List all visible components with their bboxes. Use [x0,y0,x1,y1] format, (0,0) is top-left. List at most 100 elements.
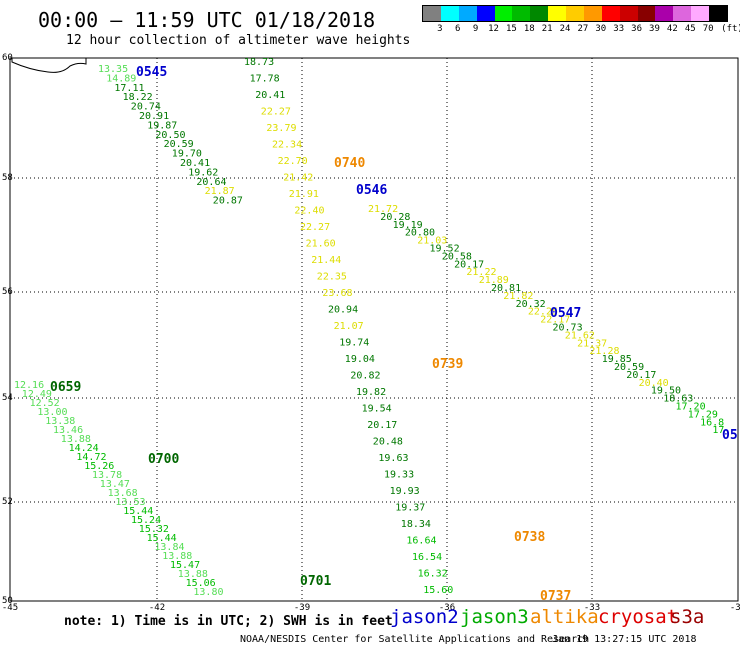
wave-height-value: 13.80 [193,587,223,598]
legend-cryosat: cryosat [598,606,679,628]
wave-height-value: 15.47 [170,560,200,571]
wave-height-value: 15.44 [147,533,177,544]
footer-note: note: 1) Time is in UTC; 2) SWH is in fe… [64,614,393,629]
wave-height-value: 21.22 [466,267,496,278]
wave-height-value: 15.60 [423,585,453,596]
pass-time-label: 0700 [148,452,179,467]
wave-height-value: 15.26 [84,461,114,472]
coastline-greenland [11,57,87,73]
wave-height-value: 13.38 [45,416,75,427]
pass-time-label: 0737 [540,589,571,604]
wave-height-value: 20.73 [553,323,583,334]
scale-swatch [458,6,477,21]
wave-height-value: 17.20 [676,402,706,413]
pass-time-label: 0546 [356,183,387,198]
wave-height-value: 21.82 [503,291,533,302]
scale-swatch [619,6,638,21]
lat-label: 56 [2,287,13,297]
wave-height-value: 15.32 [139,524,169,535]
wave-height-value: 17 [712,425,724,436]
scale-swatch [691,6,709,21]
wave-height-value: 18.22 [123,92,153,103]
wave-height-value: 15.44 [123,506,153,517]
wave-height-value: 13.00 [37,407,67,418]
color-scale-bar [422,5,728,22]
lat-label: 60 [2,53,13,63]
pass-time-label: 0701 [300,574,331,589]
scale-swatch [655,6,674,21]
legend-s3a: s3a [670,606,705,628]
credit-line: NOAA/NESDIS Center for Satellite Applica… [240,634,590,645]
wave-height-value: 19.70 [172,149,202,160]
wave-height-value: 22.35 [317,272,347,283]
wave-height-value: 13.35 [98,64,128,75]
wave-height-value: 13.53 [115,497,145,508]
scale-tick-label: 18 [523,24,535,34]
lat-label: 54 [2,393,13,403]
wave-height-value: 20.28 [380,212,410,223]
time-labels: 0545 0740 0546 0547 0739 0659 05 0700 0738 0701 07… [50,65,738,604]
wave-height-value: 22.27 [261,107,291,118]
wave-height-value: 12.49 [22,389,52,400]
scale-swatch [476,6,495,21]
wave-height-value: 20.50 [155,130,185,141]
scale-swatch [566,6,584,21]
scale-swatch [709,6,727,21]
pass-time-label: 0659 [50,380,81,395]
wave-height-value: 22.70 [278,156,308,167]
wave-height-value: 18.63 [663,394,693,405]
scale-swatch [548,6,566,21]
wave-height-value: 16.32 [418,569,448,580]
wave-height-value: 20.59 [164,139,194,150]
wave-height-value: 20.59 [614,362,644,373]
lon-label: -45 [2,603,18,613]
wave-height-value: 22.27 [300,222,330,233]
scale-swatch [423,6,441,21]
scale-swatch [530,6,549,21]
scale-tick-label: 9 [472,24,479,34]
wave-height-value: 20.41 [180,158,210,169]
lat-label: 50 [2,596,13,606]
wave-height-value: 12.16 [14,380,44,391]
wave-height-value: 22.17 [540,315,570,326]
wave-height-value: 20.91 [139,111,169,122]
scale-tick-label: 42 [666,24,678,34]
wave-height-value: 20.87 [213,196,243,207]
scale-swatch [494,6,513,21]
wave-height-value: 13.88 [178,569,208,580]
wave-height-value: 14.24 [69,443,99,454]
wave-height-value: 19.74 [339,338,369,349]
lon-label: -30 [730,603,740,613]
track-0659-0701: 12.1612.4912.5213.0013.3813.4613.8814.24… [14,380,224,598]
wave-height-value: 19.62 [188,167,218,178]
wave-height-value: 17.29 [688,409,718,420]
wave-height-value: 20.32 [516,299,546,310]
scale-tick-label: 45 [684,24,696,34]
scale-tick-label: 27 [577,24,589,34]
scale-swatch [583,6,602,21]
wave-height-value: 19.52 [430,244,460,255]
wave-height-value: 16.64 [406,536,436,547]
lon-label: -39 [294,603,310,613]
wave-height-value: 20.80 [405,228,435,239]
wave-height-value: 19.85 [602,354,632,365]
wave-height-value: 20.82 [350,371,380,382]
scale-tick-label: 15 [505,24,517,34]
legend-jason2: jason2 [390,606,459,628]
wave-height-value: 20.58 [442,251,472,262]
lat-label: 58 [2,173,13,183]
scale-tick-label: 33 [613,24,625,34]
wave-height-value: 19.37 [395,503,425,514]
wave-height-value: 20.17 [454,259,484,270]
wave-height-value: 22.25 [528,307,558,318]
wave-height-value: 18.73 [244,57,274,68]
axis-labels: 60 58 56 54 52 50-45 -42 -39 -36 -33 -30 [2,53,740,613]
page-title: 00:00 – 11:59 UTC 01/18/2018 [38,8,376,32]
wave-height-value: 20.64 [196,177,226,188]
wave-height-value: 20.41 [255,90,285,101]
wave-height-value: 15.06 [186,578,216,589]
wave-height-value: 19.50 [651,386,681,397]
wave-height-value: 21.44 [311,255,341,266]
scale-unit: (ft) [721,24,740,34]
lon-label: -33 [584,603,600,613]
